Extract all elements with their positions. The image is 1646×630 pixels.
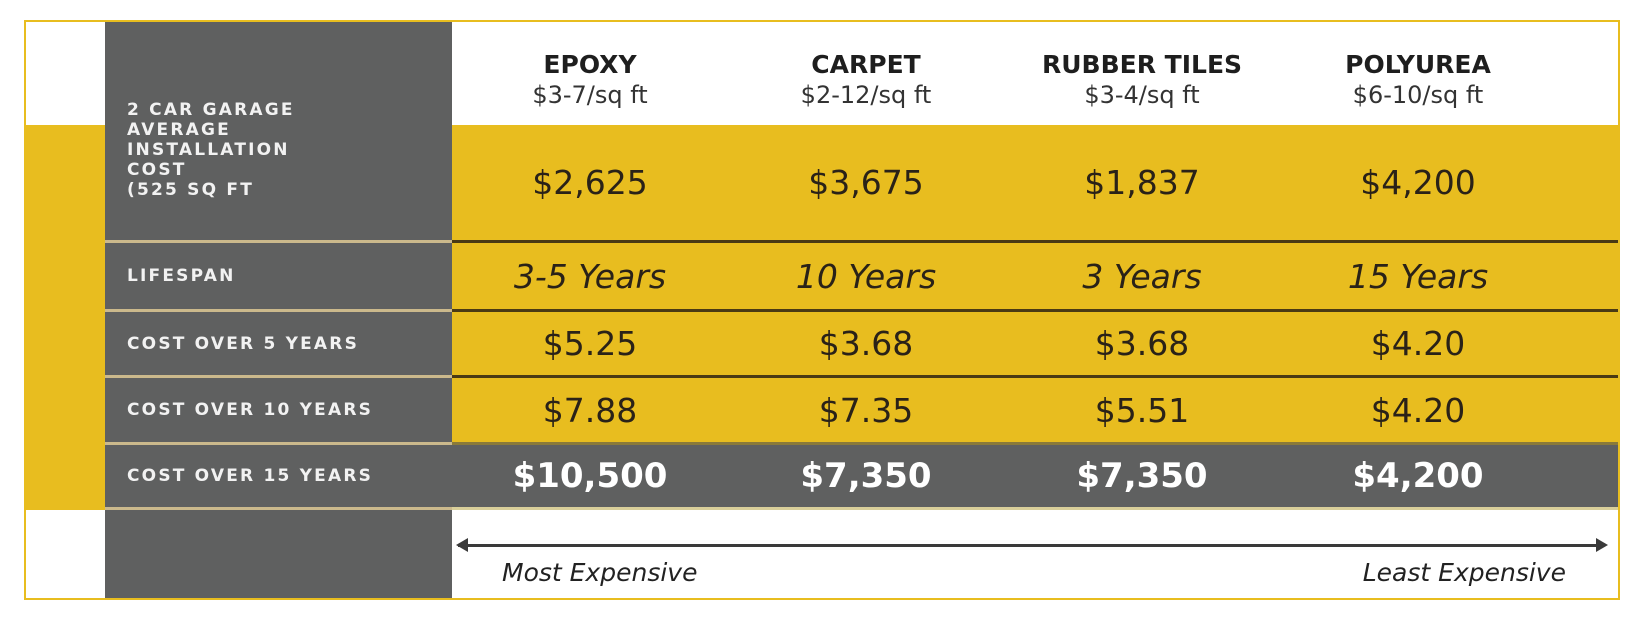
cell: 3 Years bbox=[1082, 256, 1202, 296]
cell: $7,350 bbox=[1076, 456, 1208, 496]
cell: 15 Years bbox=[1347, 256, 1489, 296]
column-header-epoxy: EPOXY $3-7/sq ft bbox=[452, 34, 728, 125]
cell: $1,837 bbox=[1084, 163, 1200, 202]
cell: $3.68 bbox=[818, 324, 914, 363]
column-price: $6-10/sq ft bbox=[1352, 80, 1484, 109]
label-line: INSTALLATION bbox=[127, 140, 290, 160]
cell: 3-5 Years bbox=[513, 256, 667, 296]
cell: $4.20 bbox=[1370, 390, 1466, 430]
label-line: 2 CAR GARAGE bbox=[127, 100, 295, 120]
column-name: POLYUREA bbox=[1345, 49, 1491, 79]
cell: $7.88 bbox=[542, 390, 638, 430]
row-label: COST OVER 10 YEARS bbox=[127, 400, 374, 420]
cell: $2,625 bbox=[532, 163, 648, 202]
row-divider bbox=[105, 442, 1618, 445]
column-name: RUBBER TILES bbox=[1041, 49, 1243, 79]
least-expensive-label: Least Expensive bbox=[1362, 558, 1566, 587]
cell: $3,675 bbox=[808, 163, 924, 202]
column-price: $3-7/sq ft bbox=[532, 80, 648, 109]
row-label: LIFESPAN bbox=[127, 266, 236, 286]
price-scale: Most Expensive Least Expensive bbox=[452, 512, 1618, 598]
row-divider bbox=[105, 240, 1618, 243]
column-name: CARPET bbox=[811, 49, 921, 79]
cell: $7.35 bbox=[818, 390, 914, 430]
cell: $4.20 bbox=[1370, 324, 1466, 363]
row-label-install-cost: 2 CAR GARAGE AVERAGE INSTALLATION COST (… bbox=[127, 100, 447, 200]
row-cost-15-years: COST OVER 15 YEARS $10,500 $7,350 $7,350… bbox=[105, 445, 1618, 507]
column-header-carpet: CARPET $2-12/sq ft bbox=[728, 34, 1004, 125]
comparison-table: EPOXY $3-7/sq ft CARPET $2-12/sq ft RUBB… bbox=[24, 20, 1620, 600]
row-cost-5-years: COST OVER 5 YEARS $5.25 $3.68 $3.68 $4.2… bbox=[105, 312, 1618, 375]
row-label: COST OVER 15 YEARS bbox=[127, 466, 374, 486]
row-label: COST OVER 5 YEARS bbox=[127, 333, 360, 354]
label-line: AVERAGE bbox=[127, 120, 231, 140]
row-divider bbox=[105, 309, 1618, 312]
cell: $7,350 bbox=[800, 456, 932, 496]
column-name: EPOXY bbox=[543, 49, 637, 79]
cell: $4,200 bbox=[1352, 456, 1484, 496]
scale-line bbox=[458, 544, 1600, 547]
row-cost-10-years: COST OVER 10 YEARS $7.88 $7.35 $5.51 $4.… bbox=[105, 378, 1618, 442]
arrow-left-icon bbox=[456, 538, 468, 552]
arrow-right-icon bbox=[1596, 538, 1608, 552]
column-price: $3-4/sq ft bbox=[1084, 80, 1200, 109]
cell: $10,500 bbox=[512, 456, 668, 496]
row-install-cost: $2,625 $3,675 $1,837 $4,200 bbox=[105, 125, 1618, 240]
header-row: EPOXY $3-7/sq ft CARPET $2-12/sq ft RUBB… bbox=[105, 22, 1618, 125]
cell: 10 Years bbox=[795, 256, 937, 296]
most-expensive-label: Most Expensive bbox=[502, 558, 698, 587]
label-line: (525 SQ FT bbox=[127, 180, 254, 200]
column-header-polyurea: POLYUREA $6-10/sq ft bbox=[1280, 34, 1556, 125]
cell: $5.25 bbox=[542, 324, 638, 363]
column-header-rubber-tiles: RUBBER TILES $3-4/sq ft bbox=[1004, 34, 1280, 125]
cell: $3.68 bbox=[1094, 324, 1190, 363]
label-line: COST bbox=[127, 160, 187, 180]
cell: $4,200 bbox=[1360, 163, 1476, 202]
row-divider bbox=[105, 507, 1618, 510]
row-divider bbox=[105, 375, 1618, 378]
column-price: $2-12/sq ft bbox=[800, 80, 932, 109]
cell: $5.51 bbox=[1094, 390, 1190, 430]
row-lifespan: LIFESPAN 3-5 Years 10 Years 3 Years 15 Y… bbox=[105, 243, 1618, 309]
